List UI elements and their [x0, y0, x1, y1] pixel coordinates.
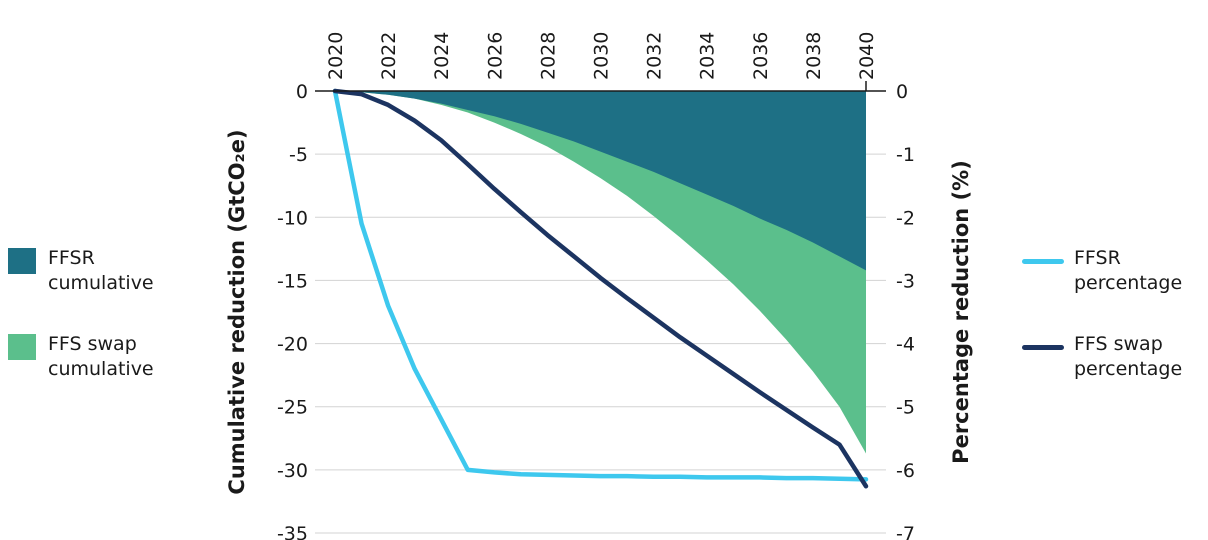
left-tick-label: -25 — [277, 397, 308, 419]
line-series — [332, 88, 869, 489]
right-tick-labels: 0 -1 -2 -3 -4 -5 -6 -7 — [896, 81, 915, 540]
right-tick-label: -4 — [896, 334, 915, 356]
x-tick-label: 2026 — [484, 32, 506, 80]
legend-label: FFS swap percentage — [1074, 333, 1183, 380]
legend-swatch-ffsr-percentage — [1022, 259, 1064, 264]
x-tick-label: 2022 — [378, 32, 400, 80]
x-tick-label: 2038 — [803, 32, 825, 80]
legend-item-ffsr-cumulative: FFSR cumulative — [8, 246, 154, 296]
line-ffsr-percentage — [332, 88, 869, 482]
x-tick-label: 2032 — [644, 32, 666, 80]
right-tick-label: -5 — [896, 397, 915, 419]
right-tick-label: -6 — [896, 460, 915, 482]
legend-label: FFSR percentage — [1074, 247, 1183, 294]
legend-label: FFS swap cumulative — [48, 333, 154, 380]
legend-item-ffsr-percentage: FFSR percentage — [1022, 246, 1182, 296]
legend-label: FFSR cumulative — [48, 247, 154, 294]
x-tick-label: 2024 — [431, 32, 453, 80]
x-tick-label: 2040 — [856, 32, 878, 80]
x-tick-label: 2036 — [750, 32, 772, 80]
left-tick-label: -35 — [277, 523, 308, 540]
left-tick-label: -5 — [289, 144, 308, 166]
right-axis-title: Percentage reduction (%) — [949, 160, 973, 464]
area-ffsr-cumulative — [335, 91, 866, 271]
legend-swatch-ffs-swap-percentage — [1022, 345, 1064, 350]
x-tick-label: 2034 — [697, 32, 719, 80]
left-tick-label: -10 — [277, 207, 308, 229]
x-tick-label: 2020 — [325, 32, 347, 80]
legend-swatch-ffsr-cumulative — [8, 248, 36, 274]
left-tick-label: -30 — [277, 460, 308, 482]
x-tick-label: 2030 — [591, 32, 613, 80]
area-series — [335, 91, 866, 454]
left-tick-label: 0 — [296, 81, 308, 103]
left-tick-label: -15 — [277, 270, 308, 292]
x-tick-labels: 2020 2022 2024 2026 2028 2030 2032 2034 2036 2038… — [325, 32, 878, 80]
axes — [315, 81, 886, 92]
right-tick-label: -2 — [896, 207, 915, 229]
left-axis-title: Cumulative reduction (GtCO₂e) — [225, 129, 249, 494]
legend-swatch-ffs-swap-cumulative — [8, 334, 36, 360]
legend-item-ffs-swap-percentage: FFS swap percentage — [1022, 332, 1182, 382]
left-tick-labels: 0 -5 -10 -15 -20 -25 -30 -35 — [277, 81, 308, 540]
line-ffs-swap-percentage — [332, 88, 869, 489]
legend-item-ffs-swap-cumulative: FFS swap cumulative — [8, 332, 154, 382]
right-tick-label: 0 — [896, 81, 908, 103]
right-tick-label: -7 — [896, 523, 915, 540]
right-tick-label: -3 — [896, 270, 915, 292]
x-tick-label: 2028 — [537, 32, 559, 80]
right-tick-label: -1 — [896, 144, 915, 166]
left-tick-label: -20 — [277, 334, 308, 356]
